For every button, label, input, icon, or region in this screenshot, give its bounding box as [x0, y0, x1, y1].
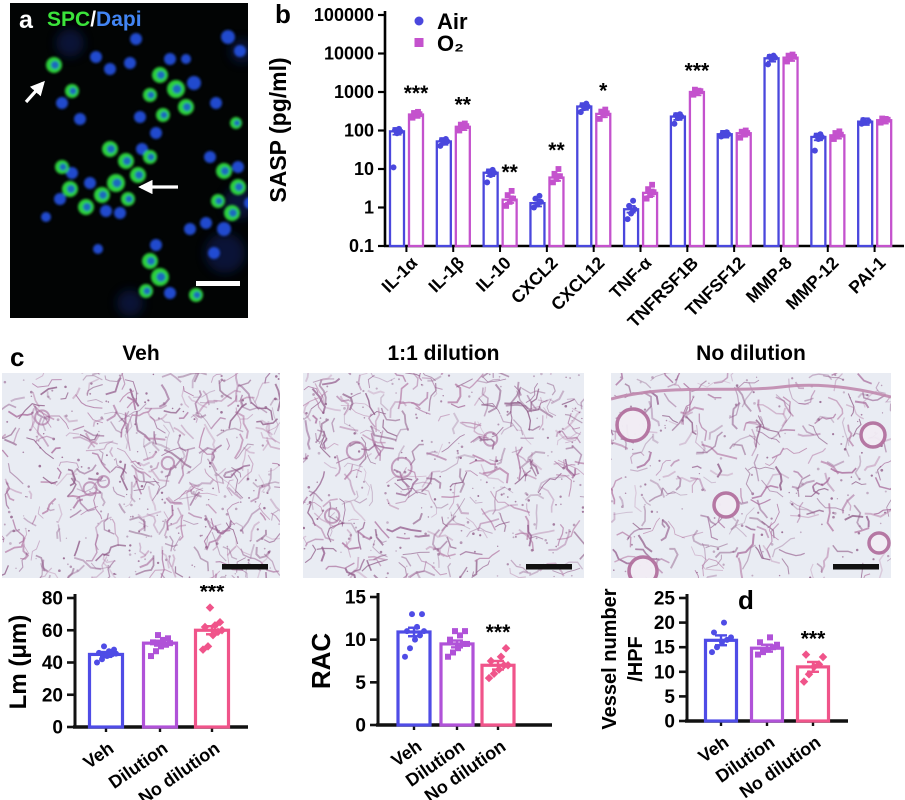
- svg-text:100000: 100000: [314, 5, 374, 25]
- svg-text:5: 5: [355, 673, 366, 694]
- small-rings: [34, 409, 176, 497]
- svg-text:SASP (pg/ml): SASP (pg/ml): [265, 57, 291, 202]
- svg-text:Vessel number: Vessel number: [600, 588, 621, 729]
- cells: [41, 30, 248, 302]
- svg-text:**: **: [455, 93, 472, 116]
- svg-text:100: 100: [344, 121, 374, 141]
- significance: *************: [404, 60, 710, 184]
- svg-text:0: 0: [664, 712, 675, 733]
- svg-text:MMP-12: MMP-12: [782, 253, 843, 314]
- scale-bar: [196, 281, 240, 286]
- svg-text:80: 80: [42, 589, 63, 610]
- svg-text:20: 20: [654, 613, 675, 634]
- panel-b-label: b: [275, 0, 291, 29]
- scatter-points: [390, 51, 891, 223]
- panel-c-label: c: [10, 342, 25, 372]
- fluorescence-micrograph: [10, 3, 248, 318]
- svg-text:***: ***: [685, 60, 710, 83]
- svg-text:Air: Air: [437, 9, 468, 34]
- svg-text:25: 25: [654, 589, 676, 610]
- arrows: [24, 80, 178, 195]
- scale-bar: [526, 564, 572, 570]
- svg-text:10: 10: [354, 159, 374, 179]
- histology-header-dilution: 1:1 dilution: [387, 342, 500, 365]
- svg-text:0: 0: [355, 716, 366, 737]
- svg-text:***: ***: [801, 628, 826, 651]
- svg-text:**: **: [548, 139, 565, 162]
- svg-text:Veh: Veh: [80, 738, 118, 773]
- svg-text:60: 60: [42, 621, 63, 642]
- histology-image-no-dilution: [611, 373, 891, 578]
- spc-label: SPC: [47, 8, 91, 31]
- svg-text:IL-1β: IL-1β: [424, 252, 468, 296]
- dapi-label: Dapi: [96, 8, 142, 31]
- svg-text:10: 10: [654, 662, 675, 683]
- histology-image-veh: [2, 373, 280, 578]
- svg-text:RAC: RAC: [306, 633, 336, 690]
- bars: ***: [703, 628, 831, 723]
- svg-text:***: ***: [404, 82, 429, 105]
- svg-text:5: 5: [664, 687, 675, 708]
- histology-image-dilution: [303, 373, 584, 578]
- background-blobs: [56, 29, 248, 316]
- svg-text:Lm (μm): Lm (μm): [5, 615, 32, 710]
- tissue-texture: [2, 373, 280, 578]
- svg-text:40: 40: [42, 653, 63, 674]
- stain-separator: /: [90, 8, 97, 31]
- histology-header-no-dilution: No dilution: [696, 342, 806, 365]
- svg-text:15: 15: [345, 588, 367, 609]
- svg-text:10: 10: [345, 630, 366, 651]
- svg-text:***: ***: [486, 621, 511, 644]
- histology-header-veh: Veh: [122, 342, 160, 365]
- stain-caption: SPC/Dapi: [47, 9, 142, 30]
- svg-text:**: **: [501, 161, 518, 184]
- svg-text:O₂: O₂: [437, 31, 464, 56]
- svg-text:/HPF: /HPF: [625, 636, 647, 682]
- scale-bar: [833, 564, 879, 570]
- svg-text:20: 20: [42, 685, 63, 706]
- svg-text:PAI-1: PAI-1: [845, 252, 890, 297]
- panel-d-label: d: [738, 585, 754, 615]
- scale-bar: [222, 564, 268, 570]
- svg-text:0.1: 0.1: [349, 236, 374, 256]
- svg-text:1: 1: [364, 198, 374, 218]
- svg-text:10000: 10000: [324, 44, 374, 64]
- svg-text:IL-10: IL-10: [472, 253, 515, 296]
- small-rings: [323, 431, 499, 524]
- panel-a-label: a: [19, 6, 33, 34]
- sasp-bar-chart: 0.1 1 10 100 1000 10000 100000 SASP (pg/ml) IL-1…: [265, 5, 904, 331]
- svg-text:***: ***: [200, 585, 225, 604]
- bars: ***: [87, 585, 231, 729]
- svg-text:IL-1α: IL-1α: [377, 253, 421, 297]
- tissue-texture: [303, 373, 584, 578]
- svg-text:0: 0: [52, 718, 63, 739]
- pleural-line: [611, 383, 891, 401]
- svg-text:1000: 1000: [334, 82, 374, 102]
- svg-text:15: 15: [654, 638, 676, 659]
- svg-text:*: *: [599, 80, 608, 103]
- vessel-rings: [615, 407, 891, 578]
